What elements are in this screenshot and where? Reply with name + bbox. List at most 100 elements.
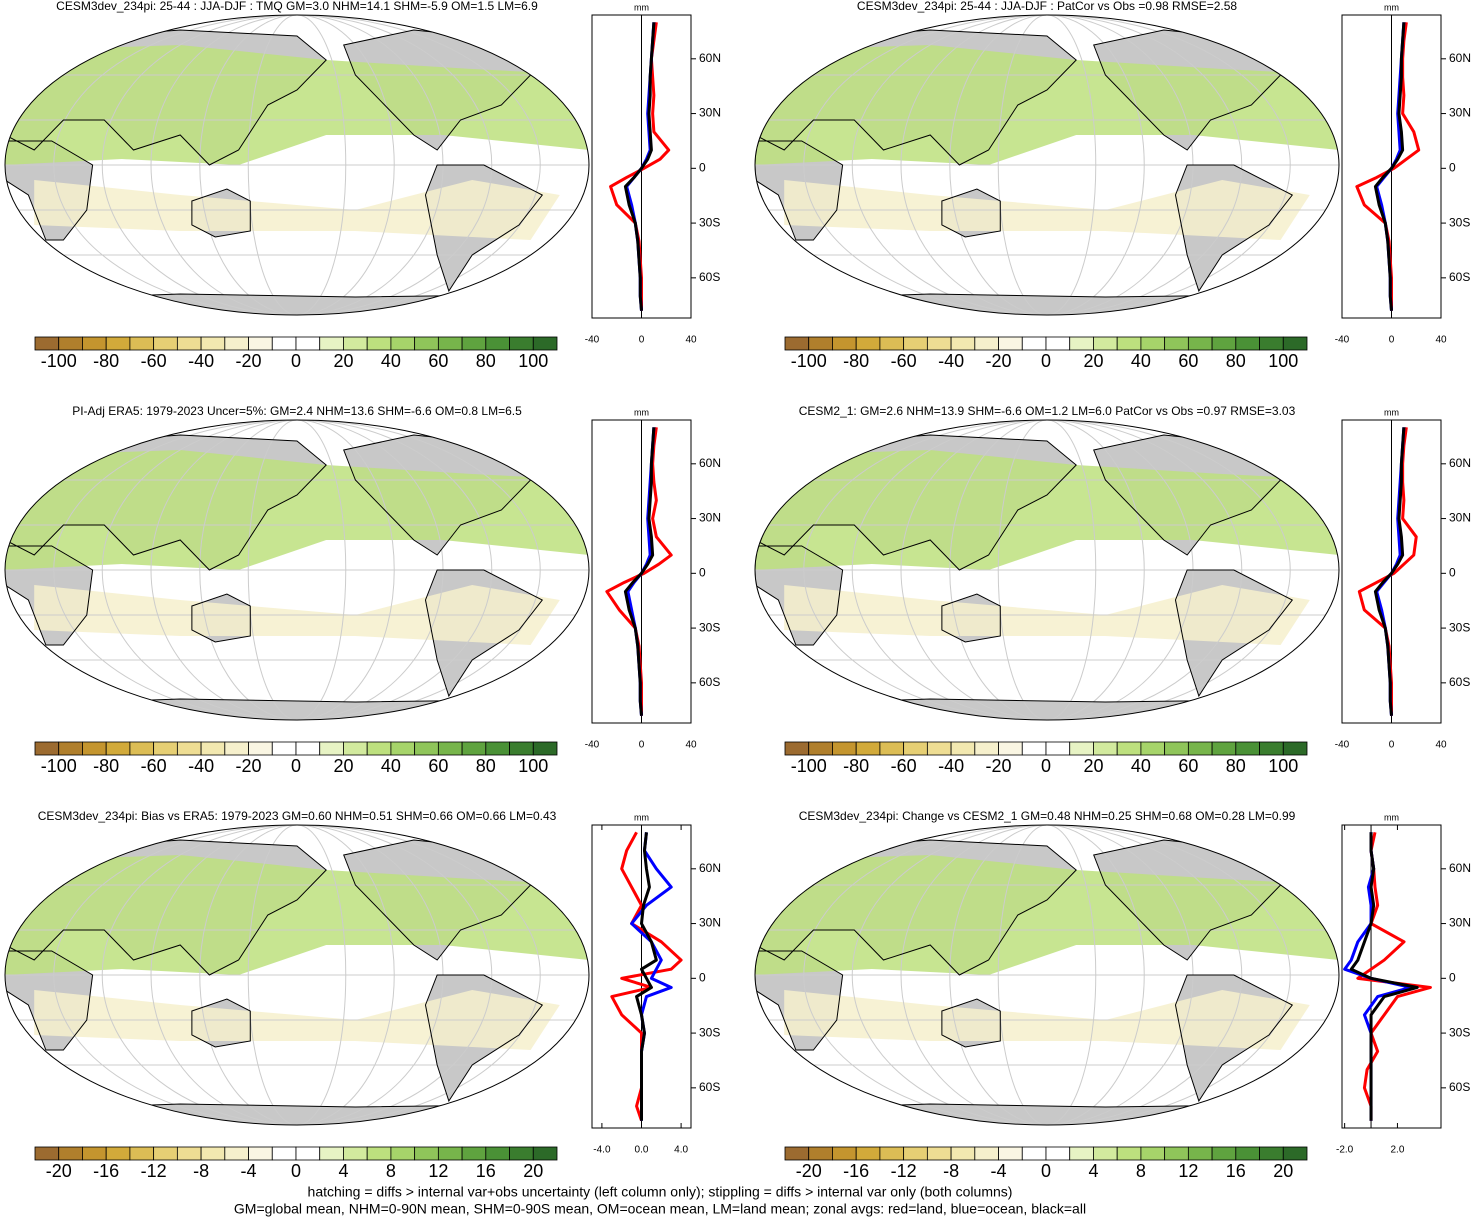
colorbar-box <box>366 336 392 351</box>
coastline <box>5 293 589 315</box>
coastline <box>5 140 94 241</box>
x-tick-label: -40 <box>1335 740 1350 751</box>
colorbar-label: -8 <box>193 1161 209 1181</box>
colorbar-label: 20 <box>523 1161 543 1181</box>
coastline <box>755 545 844 646</box>
colorbar-box <box>1140 336 1166 351</box>
axis-label: mm <box>634 2 649 12</box>
colorbar-box <box>1116 741 1142 756</box>
colorbar-box <box>200 1146 226 1161</box>
colorbar-box <box>105 741 131 756</box>
meridian <box>997 420 1097 720</box>
meridian <box>53 420 541 720</box>
coastline <box>191 998 251 1048</box>
coastline <box>1174 974 1294 1103</box>
coastline <box>755 434 1077 571</box>
colorbar-box <box>926 1146 952 1161</box>
colorbar-box <box>58 741 83 756</box>
colorbar-box <box>366 741 392 756</box>
colorbar-box <box>414 336 439 351</box>
colorbar-box <box>832 1146 857 1161</box>
x-tick-label: 4.0 <box>674 1145 688 1156</box>
colorbar-label: 100 <box>1268 756 1298 776</box>
colorbar-label: -12 <box>141 1161 167 1181</box>
colorbar-box <box>926 741 952 756</box>
colorbar-label: -100 <box>41 756 77 776</box>
coastline <box>1174 569 1294 698</box>
meridian <box>199 15 395 315</box>
colorbar-box <box>129 741 155 756</box>
panel-title: CESM3dev_234pi: Change vs CESM2_1 GM=0.4… <box>799 809 1296 823</box>
map <box>5 420 589 720</box>
x-tick-label: 40 <box>685 740 697 751</box>
panel: CESM3dev_234pi: Change vs CESM2_1 GM=0.4… <box>754 809 1471 1181</box>
panel: CESM2_1: GM=2.6 NHM=13.9 SHM=-6.6 OM=1.2… <box>754 404 1471 776</box>
land <box>5 294 589 315</box>
colorbar-label: -8 <box>943 1161 959 1181</box>
coastline <box>5 29 327 166</box>
colorbar-label: 20 <box>333 756 353 776</box>
colorbar-box <box>903 741 928 756</box>
colorbar-label: -80 <box>93 756 119 776</box>
colorbar-box <box>784 1146 810 1161</box>
colorbar-box <box>808 336 833 351</box>
colorbar-box <box>34 336 60 351</box>
land <box>1268 426 1316 456</box>
colorbar-box <box>1069 1146 1094 1161</box>
land <box>518 426 566 456</box>
meridian <box>949 15 1145 315</box>
axis-label: mm <box>1384 2 1399 12</box>
colorbar-box <box>1140 1146 1166 1161</box>
land <box>755 1104 1339 1125</box>
colorbar-box <box>319 1146 344 1161</box>
colorbar-box <box>200 741 226 756</box>
x-tick-label: 40 <box>685 335 697 346</box>
colorbar-box <box>485 1146 510 1161</box>
colorbar-box <box>1282 1146 1308 1161</box>
coastline <box>5 839 327 976</box>
y-tick-label: 30S <box>699 620 720 634</box>
x-tick-label: -40 <box>585 740 600 751</box>
meridian <box>247 420 347 720</box>
colorbar-box <box>1140 741 1166 756</box>
colorbar-label: 12 <box>1178 1161 1198 1181</box>
y-tick-label: 60N <box>699 456 721 470</box>
axis-label: mm <box>634 407 649 417</box>
x-tick-label: -40 <box>585 335 600 346</box>
map <box>5 825 589 1125</box>
coastline <box>424 164 544 293</box>
y-tick-label: 60S <box>1449 675 1470 689</box>
profile-line <box>623 427 656 716</box>
meridian <box>851 15 1243 315</box>
x-tick-label: 0 <box>639 335 645 346</box>
colorbar-label: 8 <box>1136 1161 1146 1181</box>
coastline <box>755 293 1339 315</box>
colorbar-box <box>271 741 297 756</box>
colorbar-box <box>1021 741 1047 756</box>
colorbar-box <box>532 1146 558 1161</box>
coastline <box>424 974 544 1103</box>
colorbar-box <box>509 1146 534 1161</box>
map <box>755 420 1339 720</box>
colorbar-label: 80 <box>1226 351 1246 371</box>
colorbar-box <box>784 741 810 756</box>
colorbar-label: 60 <box>428 351 448 371</box>
meridian <box>803 15 1291 315</box>
colorbar-box <box>1211 1146 1237 1161</box>
meridian <box>851 420 1243 720</box>
colorbar-box <box>808 1146 833 1161</box>
colorbar-label: 40 <box>381 351 401 371</box>
coastline <box>518 20 567 52</box>
colorbar-box <box>437 1146 463 1161</box>
meridian <box>199 420 395 720</box>
colorbar-label: -80 <box>843 756 869 776</box>
colorbar-box <box>82 741 107 756</box>
land <box>5 699 589 720</box>
x-tick-label: -2.0 <box>1336 1145 1354 1156</box>
y-tick-label: 30N <box>1449 916 1471 930</box>
colorbar-box <box>153 741 178 756</box>
colorbar-box <box>974 336 999 351</box>
colorbar-label: -60 <box>891 756 917 776</box>
colorbar-box <box>509 741 534 756</box>
colorbar-box <box>390 336 416 351</box>
